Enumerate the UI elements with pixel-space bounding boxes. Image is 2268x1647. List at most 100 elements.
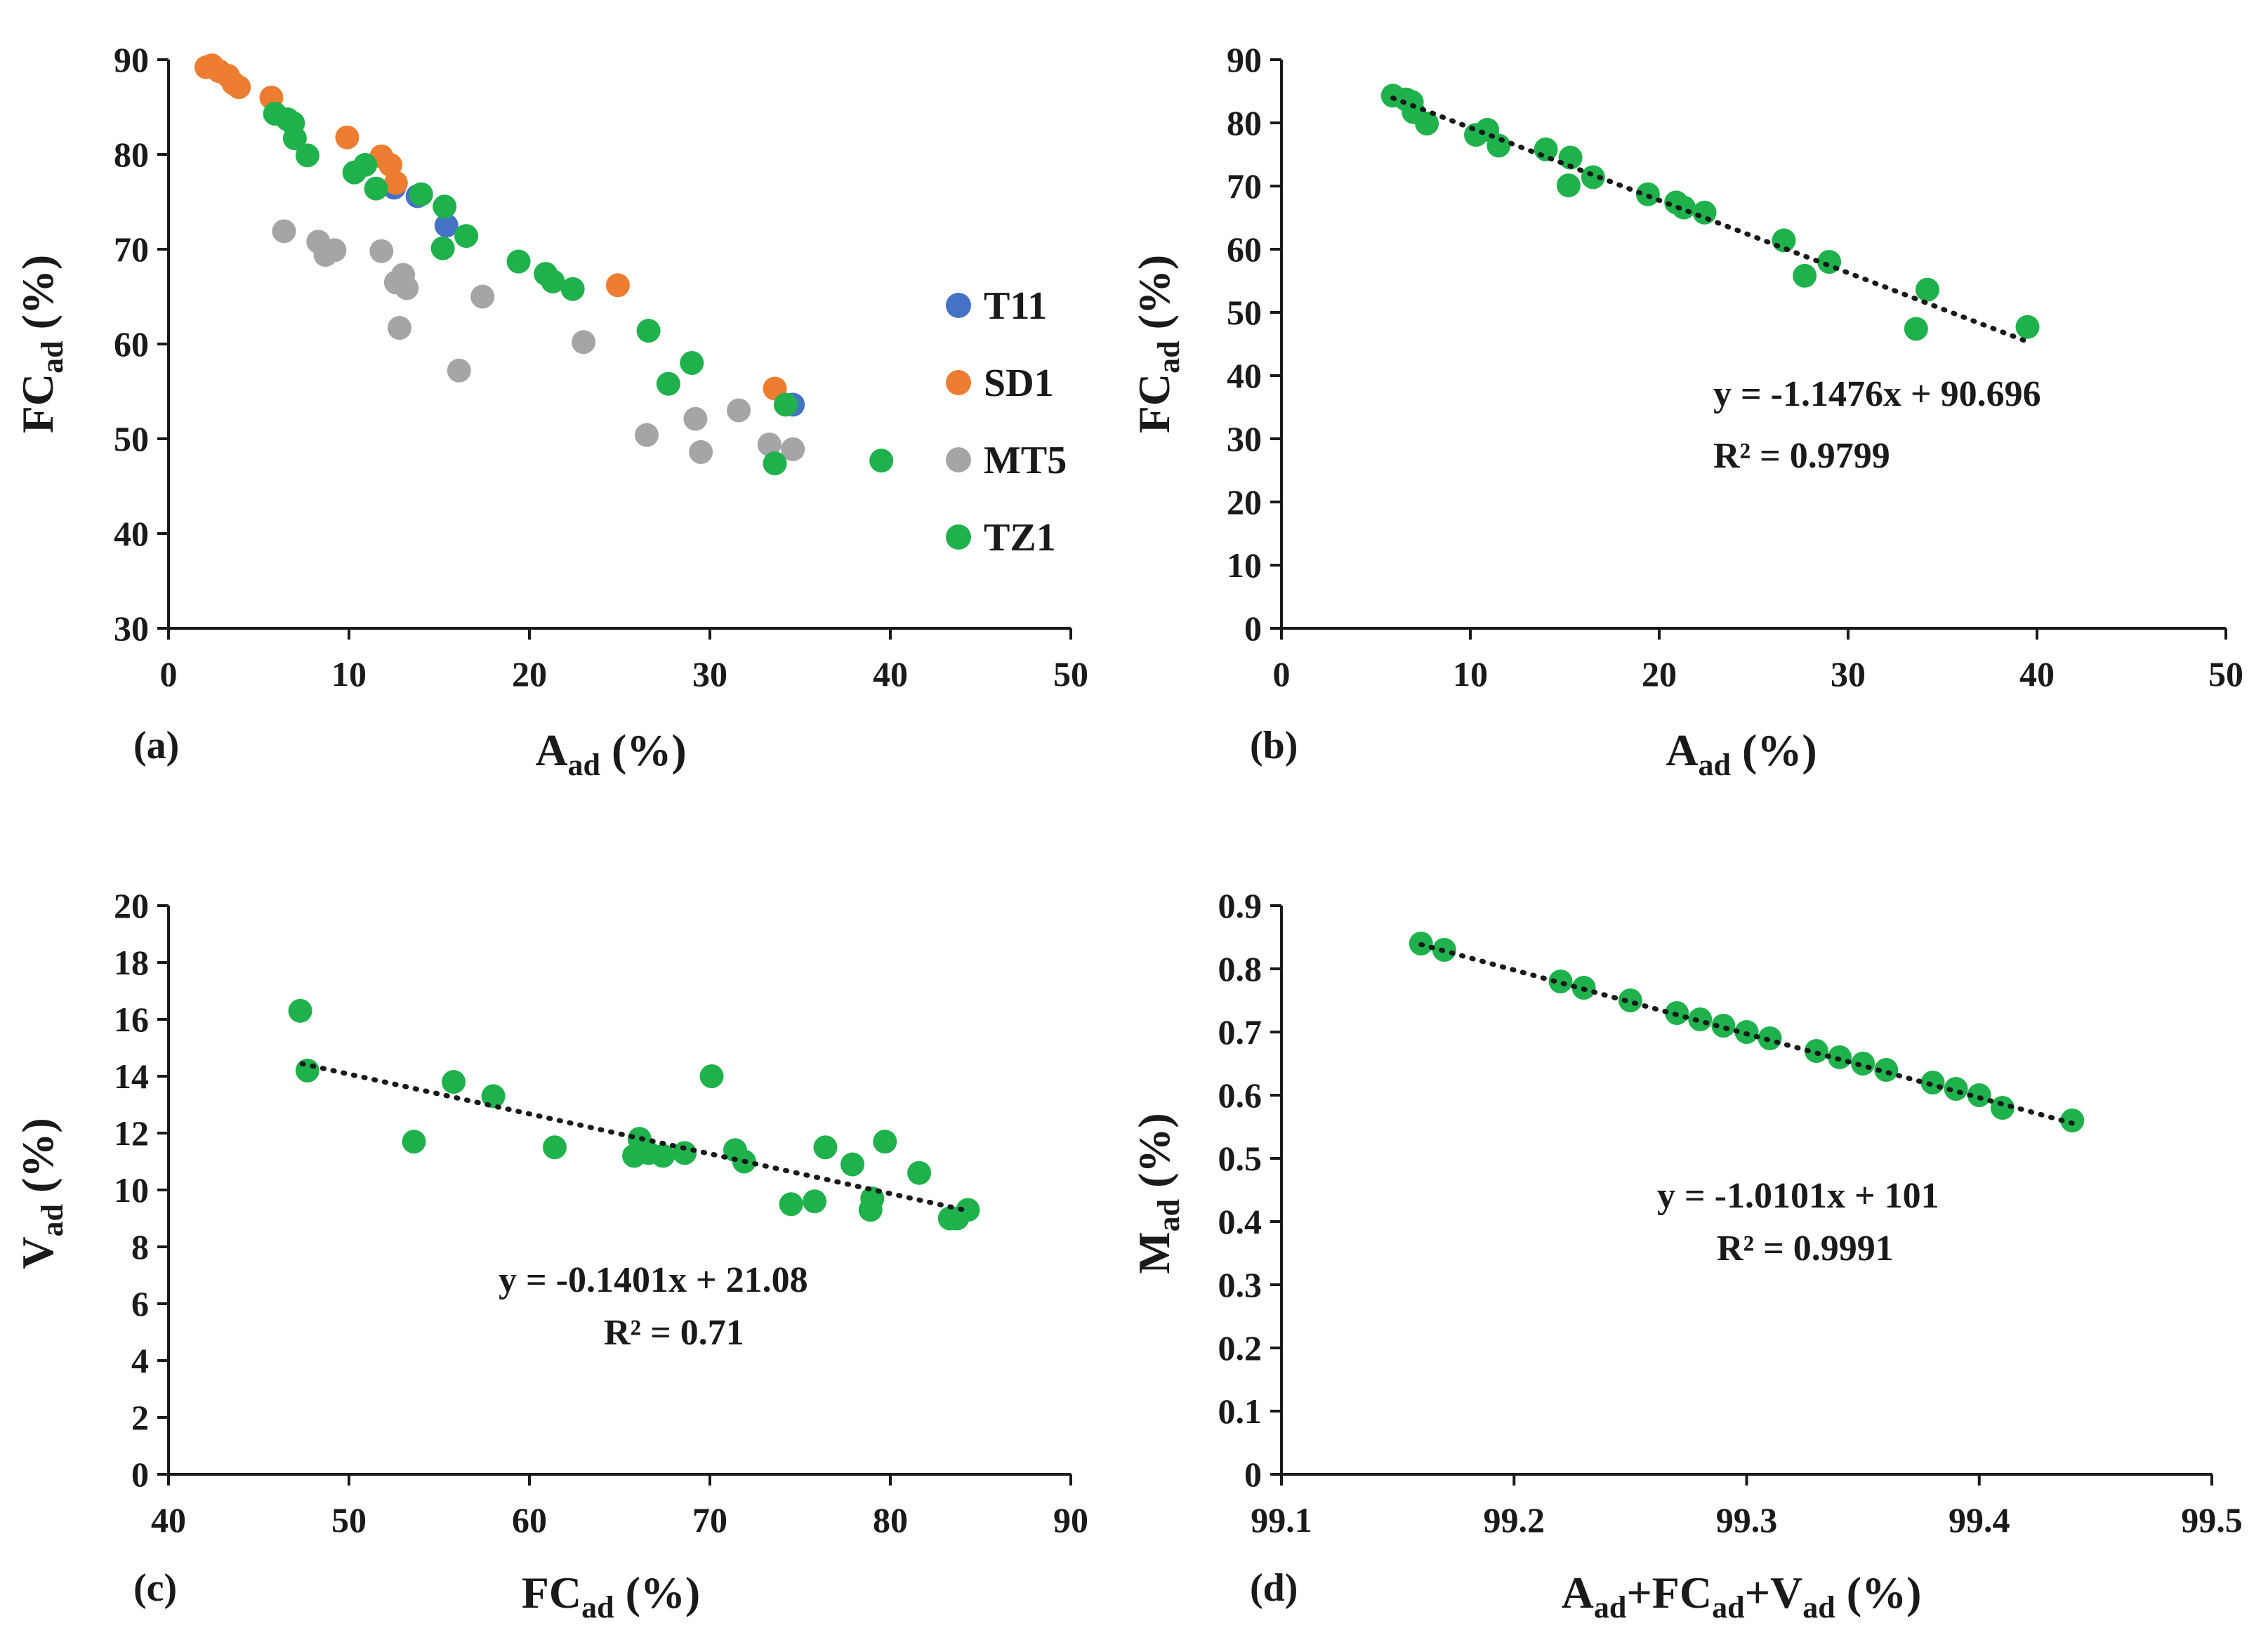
point-sd1-a <box>335 125 360 150</box>
point-tz1-a <box>541 269 565 293</box>
point-tz1-b <box>1692 200 1717 225</box>
x-tick-label-b: 50 <box>2208 654 2243 694</box>
point-tz1-d <box>1990 1096 2015 1120</box>
y-tick-label-a: 90 <box>114 40 149 79</box>
y-tick-label-a: 60 <box>114 324 149 364</box>
point-tz1-c <box>295 1058 319 1083</box>
point-sd1-a <box>605 273 630 298</box>
point-tz1-c <box>673 1141 697 1165</box>
point-tz1-a <box>560 277 585 301</box>
point-tz1-a <box>409 182 433 206</box>
point-tz1-b <box>1793 263 1817 288</box>
point-tz1-d <box>1548 970 1573 993</box>
point-tz1-d <box>1758 1026 1782 1050</box>
x-tick-label-a: 0 <box>160 654 178 694</box>
point-tz1-d <box>1851 1052 1875 1076</box>
point-mt5-a <box>447 358 471 383</box>
trendline-overlay-c <box>299 1061 971 1214</box>
point-tz1-b <box>1581 165 1605 190</box>
point-tz1-c <box>907 1160 932 1185</box>
point-tz1-d <box>1688 1007 1713 1031</box>
y-tick-label-b: 80 <box>1227 103 1262 143</box>
y-tick-label-c: 2 <box>131 1398 149 1437</box>
point-tz1-c <box>956 1198 980 1222</box>
x-tick-label-c: 80 <box>873 1500 908 1540</box>
x-tick-label-a: 20 <box>512 654 547 694</box>
y-tick-label-a: 50 <box>114 419 149 458</box>
y-axis-label-a-part-2: (%) <box>13 255 62 341</box>
x-axis-label-c-part-0: FC <box>522 1568 581 1618</box>
y-tick-label-b: 50 <box>1227 293 1262 332</box>
panel-label-b: (b) <box>1250 724 1298 767</box>
legend-marker-mt5 <box>946 447 971 472</box>
x-tick-label-b: 10 <box>1453 654 1488 694</box>
point-tz1-b <box>1556 173 1581 198</box>
point-tz1-b <box>1534 137 1558 161</box>
x-axis-label-c-part-1: ad <box>581 1590 614 1625</box>
point-mt5-a <box>635 423 659 447</box>
legend-label-t11: T11 <box>984 284 1047 328</box>
trendline-overlay-d <box>1418 941 2075 1126</box>
y-tick-label-d: 0.4 <box>1218 1202 1262 1241</box>
point-tz1-a <box>454 224 479 249</box>
y-axis-label-b-part-2: (%) <box>1129 255 1179 341</box>
y-tick-label-d: 0.1 <box>1218 1391 1262 1431</box>
y-tick-label-d: 0.2 <box>1218 1328 1262 1368</box>
y-tick-label-c: 18 <box>114 943 149 982</box>
legend-label-tz1: TZ1 <box>984 516 1056 560</box>
x-axis-label-b-part-0: A <box>1666 725 1698 775</box>
x-tick-label-c: 70 <box>692 1500 727 1540</box>
panel-label-d: (d) <box>1250 1566 1298 1610</box>
x-axis-label-a-part-0: A <box>535 725 567 775</box>
x-axis-label-d-part-4: +V <box>1745 1568 1803 1618</box>
point-tz1-d <box>1944 1077 1968 1101</box>
r2-d: R² = 0.9991 <box>1717 1229 1894 1269</box>
x-tick-label-c: 60 <box>512 1500 547 1540</box>
x-axis-label-b-part-2: (%) <box>1731 725 1817 775</box>
x-tick-label-b: 20 <box>1642 654 1677 694</box>
y-axis-label-b: FCad (%) <box>1129 255 1186 433</box>
y-axis-label-a-part-1: ad <box>35 340 70 373</box>
y-axis-label-d-part-2: (%) <box>1129 1113 1179 1199</box>
point-tz1-d <box>2060 1109 2085 1132</box>
y-tick-label-d: 0.8 <box>1218 949 1262 988</box>
point-tz1-c <box>288 998 312 1023</box>
x-axis-label-d-part-3: ad <box>1712 1590 1744 1625</box>
y-tick-label-c: 16 <box>114 1000 149 1039</box>
y-axis-label-c-part-2: (%) <box>13 1118 62 1204</box>
point-t11-a <box>434 213 459 238</box>
point-tz1-d <box>1874 1058 1899 1082</box>
x-axis-label-a-part-2: (%) <box>600 725 687 775</box>
y-tick-label-d: 0.3 <box>1218 1265 1262 1304</box>
x-axis-label-d-part-0: A <box>1562 1568 1594 1618</box>
x-tick-label-b: 0 <box>1273 654 1291 694</box>
r2-c: R² = 0.71 <box>604 1313 744 1353</box>
point-tz1-d <box>1920 1071 1945 1094</box>
y-axis-label-d-part-0: M <box>1129 1231 1179 1274</box>
point-tz1-c <box>442 1070 466 1094</box>
y-tick-label-c: 10 <box>114 1170 149 1210</box>
x-tick-label-a: 50 <box>1053 654 1088 694</box>
x-tick-label-d: 99.3 <box>1716 1500 1778 1540</box>
x-axis-label-c: FCad (%) <box>522 1568 700 1625</box>
y-tick-label-a: 70 <box>114 230 149 269</box>
point-sd1-a <box>383 171 408 195</box>
y-tick-label-c: 4 <box>131 1341 149 1380</box>
y-tick-label-c: 0 <box>131 1455 149 1494</box>
y-axis-label-b-part-1: ad <box>1152 340 1186 373</box>
x-tick-label-c: 90 <box>1053 1500 1088 1540</box>
point-mt5-a <box>369 239 394 263</box>
equation-d: y = -1.0101x + 101 <box>1657 1176 1939 1216</box>
x-axis-label-b-part-1: ad <box>1699 748 1731 782</box>
point-sd1-a <box>227 75 251 100</box>
x-tick-label-a: 40 <box>873 654 908 694</box>
point-tz1-c <box>779 1192 803 1217</box>
y-tick-label-b: 0 <box>1244 609 1262 648</box>
x-axis-label-d-part-1: ad <box>1594 1590 1626 1625</box>
y-tick-label-b: 60 <box>1227 230 1262 269</box>
x-axis-label-c-part-2: (%) <box>614 1568 701 1618</box>
y-tick-label-b: 40 <box>1227 356 1262 395</box>
x-tick-label-c: 50 <box>331 1500 367 1540</box>
